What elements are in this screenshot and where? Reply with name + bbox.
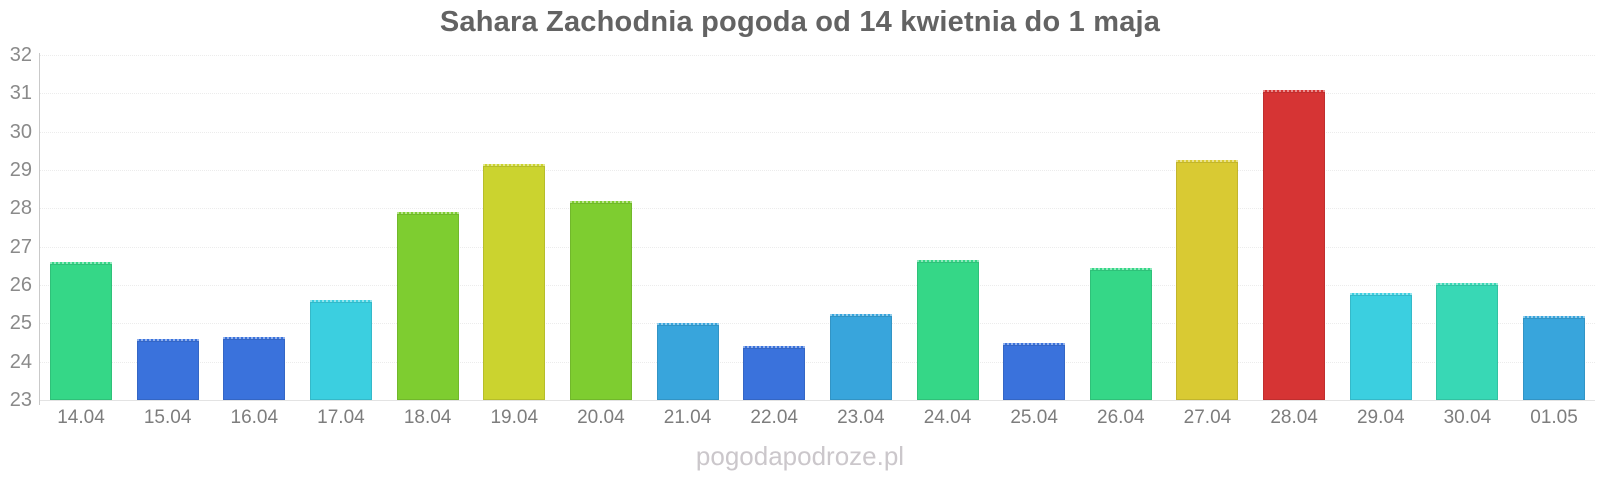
bar-29-04 (1349, 292, 1412, 400)
watermark: pogodapodroze.pl (695, 441, 905, 471)
x-tick-label-17-04: 17.04 (317, 407, 365, 428)
y-tick-label-23: 23 (9, 389, 32, 411)
y-axis-line (39, 53, 40, 405)
bar-25-04 (1003, 342, 1066, 400)
gridline-31 (40, 93, 1595, 95)
y-tick-label-25: 25 (9, 312, 32, 335)
y-tick-label-24: 24 (9, 350, 32, 373)
x-tick-label-15-04: 15.04 (143, 407, 192, 428)
x-tick-label-29-04: 29.04 (1356, 407, 1405, 428)
x-tick-label-21-04: 21.04 (663, 407, 712, 428)
chart-title: Sahara Zachodnia pogoda od 14 kwietnia d… (439, 6, 1161, 38)
x-tick-label-26-04: 26.04 (1097, 407, 1145, 428)
bar-17-04 (309, 300, 372, 400)
x-tick-label-30-04: 30.04 (1443, 407, 1492, 428)
x-tick-label-19-04: 19.04 (490, 407, 539, 428)
x-tick-label-25-04: 25.04 (1010, 407, 1058, 428)
y-tick-label-29: 29 (9, 159, 32, 181)
bar-23-04 (829, 313, 892, 400)
bar-19-04 (483, 164, 546, 400)
bar-21-04 (656, 323, 719, 400)
bar-26-04 (1089, 267, 1152, 400)
x-tick-label-01-05: 01.05 (1530, 407, 1578, 428)
y-tick-label-27: 27 (9, 235, 32, 258)
bar-01-05 (1523, 315, 1586, 400)
x-tick-label-14-04: 14.04 (57, 407, 105, 428)
bar-14-04 (50, 262, 112, 400)
y-tick-label-30: 30 (9, 120, 32, 143)
x-tick-label-16-04: 16.04 (230, 407, 279, 428)
y-tick-label-32: 32 (9, 44, 32, 66)
gridline-23 (40, 400, 1595, 401)
bar-22-04 (743, 346, 806, 400)
bar-16-04 (223, 336, 286, 400)
gridline-25 (40, 323, 1595, 325)
y-tick-label-28: 28 (9, 197, 32, 220)
x-tick-label-24-04: 24.04 (923, 407, 972, 428)
x-tick-label-22-04: 22.04 (750, 407, 798, 428)
gridline-30 (40, 131, 1595, 133)
gridline-28 (40, 208, 1595, 210)
gridline-26 (40, 285, 1595, 286)
gridline-24 (40, 361, 1595, 363)
bar-28-04 (1263, 89, 1326, 400)
y-tick-label-26: 26 (9, 274, 32, 296)
bar-20-04 (569, 200, 632, 400)
bar-24-04 (916, 260, 979, 400)
bar-18-04 (396, 212, 459, 400)
x-tick-label-27-04: 27.04 (1183, 407, 1232, 428)
gridline-29 (40, 170, 1595, 171)
x-tick-label-23-04: 23.04 (837, 407, 885, 428)
y-tick-label-31: 31 (9, 82, 32, 105)
gridline-27 (40, 246, 1595, 248)
x-tick-label-20-04: 20.04 (577, 407, 625, 428)
gridline-32 (40, 55, 1595, 56)
bar-30-04 (1436, 283, 1499, 400)
x-tick-label-18-04: 18.04 (403, 407, 452, 428)
bar-27-04 (1176, 160, 1239, 400)
x-tick-label-28-04: 28.04 (1270, 407, 1318, 428)
bar-15-04 (136, 338, 199, 400)
